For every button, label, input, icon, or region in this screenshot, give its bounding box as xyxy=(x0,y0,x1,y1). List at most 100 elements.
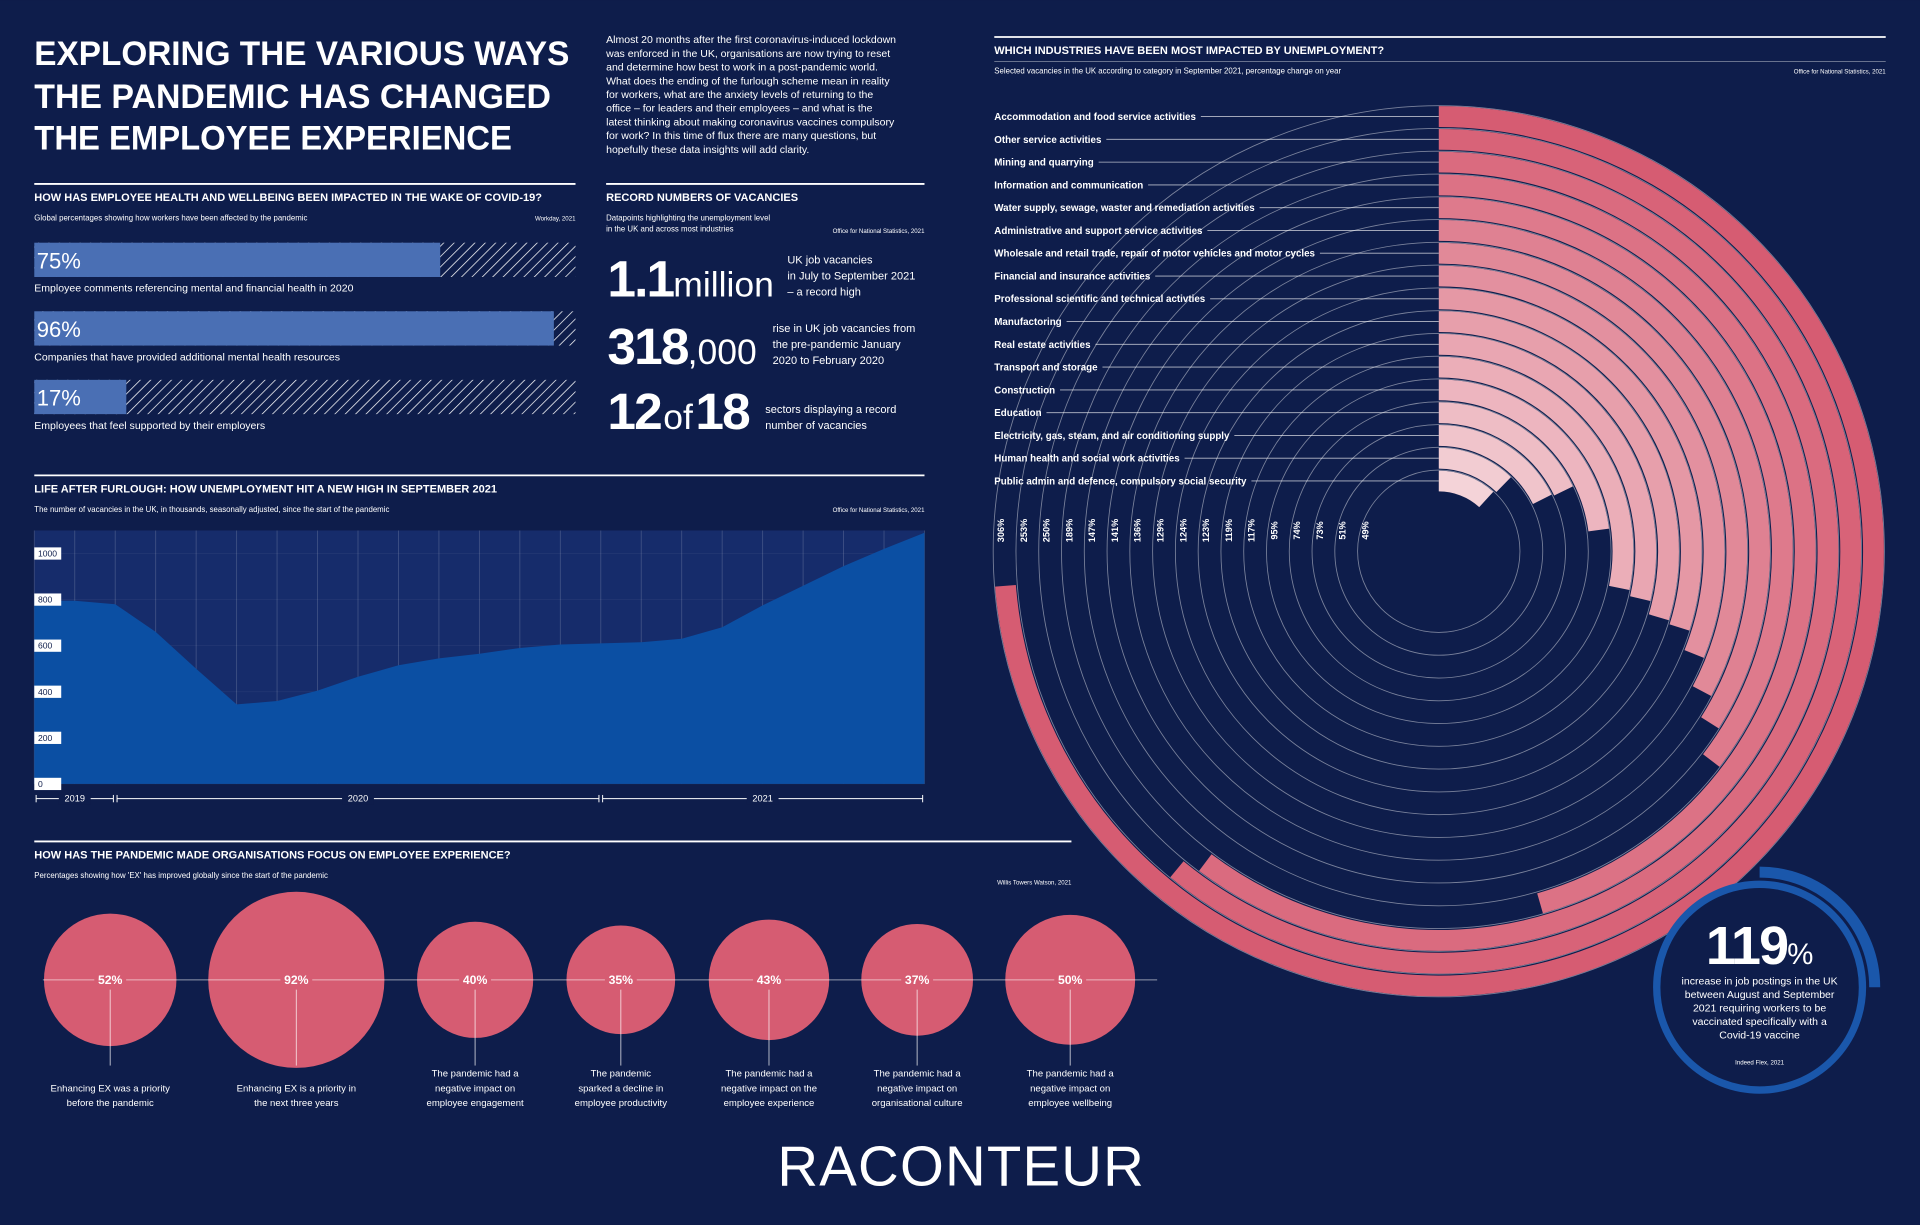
value-label: 136% xyxy=(1133,519,1143,542)
bar xyxy=(34,242,441,277)
figure-unit: million xyxy=(673,265,774,305)
bubble-value-label: 52% xyxy=(98,973,123,987)
ring-bar xyxy=(1438,447,1511,493)
category-label: Human health and social work activities xyxy=(994,454,1180,465)
ring-outline xyxy=(1311,424,1566,679)
value-label: 74% xyxy=(1292,521,1302,539)
category-label: Water supply, sewage, waster and remedia… xyxy=(994,203,1255,214)
intro-line: for workers, what are the anxiety levels… xyxy=(606,89,873,101)
callout-line: between August and September xyxy=(1685,989,1835,1001)
section-title: LIFE AFTER FURLOUGH: HOW UNEMPLOYMENT HI… xyxy=(34,484,497,496)
figure: 318 xyxy=(607,317,689,375)
section-subtitle: Global percentages showing how workers h… xyxy=(34,214,307,223)
timeline-label-bg xyxy=(342,792,374,805)
callout-line: vaccinated specifically with a xyxy=(1692,1016,1827,1028)
ring-bar xyxy=(1438,470,1494,508)
category-label: Financial and insurance activities xyxy=(994,271,1151,282)
y-tick-box xyxy=(34,731,62,744)
callout-line: increase in job postings in the UK xyxy=(1682,976,1838,988)
y-tick-label: 600 xyxy=(38,641,53,651)
section-title: HOW HAS THE PANDEMIC MADE ORGANISATIONS … xyxy=(34,850,511,862)
value-label: 73% xyxy=(1315,521,1325,539)
ring-outline xyxy=(1083,196,1794,907)
timeline-label-bg xyxy=(58,792,91,805)
bubble-caption: The pandemic had a xyxy=(1027,1069,1115,1080)
source: Willis Towers Watson, 2021 xyxy=(997,879,1072,886)
bubble-caption: negative impact on xyxy=(877,1083,957,1094)
value-label: 95% xyxy=(1269,521,1279,539)
value-label: 51% xyxy=(1338,521,1348,539)
y-tick-box xyxy=(34,685,62,698)
category-label: Public admin and defence, compulsory soc… xyxy=(994,476,1247,487)
bubble-caption: negative impact on xyxy=(435,1083,515,1094)
category-label: Information and communication xyxy=(994,180,1143,191)
section-title: WHICH INDUSTRIES HAVE BEEN MOST IMPACTED… xyxy=(994,45,1384,57)
intro-line: latest thinking about making coronavirus… xyxy=(606,116,895,128)
bubble-value-label: 37% xyxy=(905,973,930,987)
y-tick-label: 400 xyxy=(38,687,53,697)
ring-bar xyxy=(1438,402,1573,496)
x-group-label: 2020 xyxy=(348,794,368,804)
bubble-value-label: 50% xyxy=(1058,973,1083,987)
intro-line: What does the ending of the furlough sch… xyxy=(606,75,890,87)
y-tick-label: 800 xyxy=(38,595,53,605)
bar-caption: Employees that feel supported by their e… xyxy=(34,420,265,432)
logo: RACONTEUR xyxy=(777,1135,1145,1198)
intro: Almost 20 months after the first coronav… xyxy=(605,34,896,156)
stat-text: 2020 to February 2020 xyxy=(773,355,884,367)
callout-figure: 119% xyxy=(1706,916,1814,976)
category-label: Electricity, gas, steam, and air conditi… xyxy=(994,431,1230,442)
ring-bar xyxy=(1199,151,1839,951)
section-subtitle: The number of vacancies in the UK, in th… xyxy=(34,505,389,514)
value-label: 147% xyxy=(1087,519,1097,542)
page-title: THE PANDEMIC HAS CHANGED xyxy=(34,78,551,116)
bubble-caption: employee experience xyxy=(724,1098,815,1109)
value-label: 250% xyxy=(1042,519,1052,542)
bubble-caption: organisational culture xyxy=(872,1098,963,1109)
callout-ring xyxy=(1653,880,1867,1094)
stat-text: sectors displaying a record xyxy=(765,404,896,416)
ring-outline xyxy=(1061,173,1817,929)
intro-line: for work? In this time of flux there are… xyxy=(606,130,876,142)
figure: 18 xyxy=(695,382,750,440)
category-label: Professional scientific and technical ac… xyxy=(994,294,1205,305)
bubble-caption: employee engagement xyxy=(427,1098,524,1109)
value-label-bg xyxy=(901,972,934,988)
ring-outline xyxy=(1174,287,1703,816)
callout-line: 2021 requiring workers to be xyxy=(1693,1003,1826,1015)
category-label: Accommodation and food service activitie… xyxy=(994,112,1196,123)
y-tick-box xyxy=(34,639,62,652)
bubble-value-label: 40% xyxy=(463,973,488,987)
bar-value-label: 17% xyxy=(37,386,81,411)
source: Office for National Statistics, 2021 xyxy=(1794,69,1887,76)
ring-bar xyxy=(995,106,1884,997)
intro-line: Almost 20 months after the first coronav… xyxy=(606,34,896,46)
page-title: EXPLORING THE VARIOUS WAYS xyxy=(34,35,569,73)
value-label-bg xyxy=(280,972,313,988)
ring-bar xyxy=(1438,265,1725,658)
ring-outline xyxy=(1197,310,1680,793)
category-label: Construction xyxy=(994,385,1055,396)
stat-text: in July to September 2021 xyxy=(787,270,915,282)
category-label: Mining and quarrying xyxy=(994,158,1093,169)
y-tick-box xyxy=(34,547,62,560)
stat-text: number of vacancies xyxy=(765,420,867,432)
ring-outline xyxy=(1152,264,1726,838)
stat-text: rise in UK job vacancies from xyxy=(773,323,916,335)
bubble-value-label: 92% xyxy=(284,973,309,987)
bubble-caption: The pandemic had a xyxy=(725,1069,813,1080)
y-tick-label: 200 xyxy=(38,733,53,743)
source: Office for National Statistics, 2021 xyxy=(833,507,926,514)
ring-outline xyxy=(1038,150,1840,952)
ring-bar xyxy=(1438,311,1679,621)
figure: 1.1 xyxy=(607,250,674,308)
bar-caption: Employee comments referencing mental and… xyxy=(34,283,353,295)
value-label: 141% xyxy=(1110,519,1120,542)
bubble-caption: before the pandemic xyxy=(67,1098,154,1109)
ring-bar xyxy=(1438,425,1552,505)
category-label: Real estate activities xyxy=(994,340,1091,351)
bubble-value-label: 35% xyxy=(609,973,634,987)
stat-figure: 318,000 xyxy=(607,317,756,375)
section-title: RECORD NUMBERS OF VACANCIES xyxy=(606,192,798,204)
